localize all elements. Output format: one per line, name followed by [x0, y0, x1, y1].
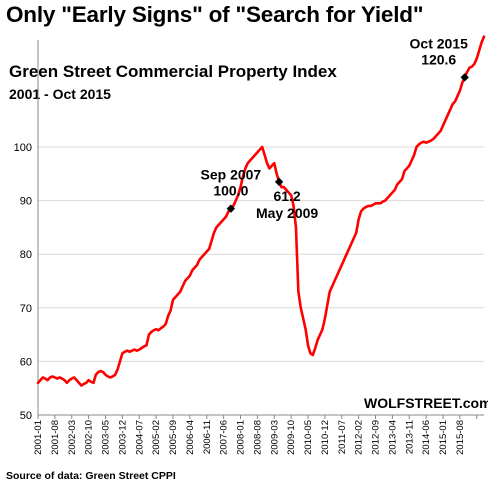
x-tick-label-2012-02: 2012-02	[354, 420, 365, 455]
x-tick-label-2007-06: 2007-06	[219, 420, 230, 455]
page-title: Only "Early Signs" of "Search for Yield"	[6, 2, 424, 27]
x-tick-label-2005-02: 2005-02	[151, 420, 162, 455]
y-tick-label-60: 60	[20, 356, 32, 368]
annotation-markers	[226, 73, 469, 213]
x-tick-label-2004-07: 2004-07	[134, 420, 145, 455]
x-tick-label-2001-08: 2001-08	[50, 420, 61, 455]
x-tick-label-2006-11: 2006-11	[202, 420, 213, 454]
watermark: WOLFSTREET.com	[364, 395, 488, 411]
x-tick-label-2015-01: 2015-01	[438, 420, 449, 455]
annotation-date-oct-2015: Oct 2015	[410, 35, 469, 51]
x-tick-label-2015-08: 2015-08	[455, 420, 466, 455]
x-tick-label-2009-03: 2009-03	[269, 420, 280, 455]
x-tick-label-2006-04: 2006-04	[185, 420, 196, 455]
y-tick-label-70: 70	[20, 303, 32, 315]
annotation-date-may-2009: May 2009	[256, 205, 318, 221]
x-tick-label-2010-05: 2010-05	[303, 420, 314, 455]
annotation-value-sep-2007: 100.0	[213, 183, 248, 199]
x-tick-label-2014-06: 2014-06	[421, 420, 432, 455]
x-tick-label-2001-01: 2001-01	[33, 420, 44, 455]
x-tick-label-2005-09: 2005-09	[168, 420, 179, 455]
marker-oct-2015	[460, 73, 469, 82]
y-tick-label-90: 90	[20, 196, 32, 208]
x-tick-label-2011-07: 2011-07	[337, 420, 348, 454]
x-tick-label-2002-10: 2002-10	[84, 420, 95, 455]
x-tick-label-2003-12: 2003-12	[117, 420, 128, 455]
annotation-value-oct-2015: 120.6	[421, 51, 456, 67]
y-tick-label-100: 100	[14, 142, 32, 154]
y-tick-label-80: 80	[20, 249, 32, 261]
axes	[37, 40, 484, 416]
x-tick-label-2003-05: 2003-05	[101, 420, 112, 455]
source-note: Source of data: Green Street CPPI	[6, 470, 176, 482]
x-tick-label-2012-09: 2012-09	[371, 420, 382, 455]
x-axis-ticks: 2001-01 2001-08 2002-03 2002-10 2003-05 2003-…	[33, 415, 478, 455]
x-tick-label-2010-12: 2010-12	[320, 420, 331, 455]
chart-subtitle: 2001 - Oct 2015	[9, 86, 111, 102]
series-line-cppi	[36, 35, 486, 387]
y-tick-label-50: 50	[20, 410, 32, 422]
marker-may-2009	[274, 177, 284, 187]
chart-title: Green Street Commercial Property Index	[9, 62, 337, 81]
x-tick-label-2002-03: 2002-03	[67, 420, 78, 455]
marker-sep-2007	[226, 204, 236, 213]
x-tick-label-2013-04: 2013-04	[387, 420, 398, 455]
y-axis-ticks: 50 60 70 80 90 100	[14, 142, 32, 422]
series-line-group	[36, 35, 486, 387]
x-tick-label-2008-08: 2008-08	[252, 420, 263, 455]
x-tick-label-2008-01: 2008-01	[236, 420, 247, 455]
x-tick-label-2009-10: 2009-10	[286, 420, 297, 455]
annotation-date-sep-2007: Sep 2007	[201, 167, 262, 183]
x-tick-label-2013-11: 2013-11	[404, 420, 415, 454]
annotation-value-may-2009: 61.2	[273, 188, 300, 204]
